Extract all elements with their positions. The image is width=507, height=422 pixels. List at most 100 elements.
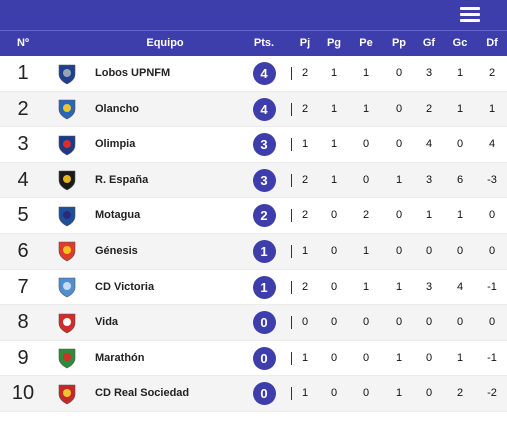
played-cell: 2 bbox=[301, 173, 309, 186]
position-number: 10 bbox=[11, 382, 35, 405]
points-badge: 0 bbox=[252, 346, 276, 370]
goals-for-cell: 0 bbox=[425, 244, 433, 257]
points-badge: 0 bbox=[252, 311, 276, 335]
goals-against-cell: 0 bbox=[456, 316, 464, 329]
team-name[interactable]: Olancho bbox=[95, 102, 140, 115]
goals-against-cell: 6 bbox=[456, 173, 464, 186]
played-divider bbox=[291, 244, 319, 258]
played-divider bbox=[291, 173, 319, 187]
goals-against-cell: 1 bbox=[456, 67, 464, 79]
team-logo-icon bbox=[52, 305, 82, 340]
position-number: 2 bbox=[17, 97, 29, 120]
team-logo-icon bbox=[52, 56, 82, 91]
points-cell: 4 bbox=[247, 56, 281, 91]
lost-cell: 0 bbox=[395, 316, 403, 329]
team-logo-icon bbox=[52, 163, 82, 198]
drawn-cell: 0 bbox=[362, 138, 370, 151]
points-cell: 1 bbox=[247, 234, 281, 269]
goals-against-cell: 0 bbox=[456, 244, 464, 257]
played-cell: 2 bbox=[301, 67, 309, 79]
team-name[interactable]: CD Real Sociedad bbox=[95, 387, 190, 400]
points-cell: 3 bbox=[247, 163, 281, 198]
goal-difference-cell: -3 bbox=[487, 173, 497, 186]
table-row[interactable]: 9 Marathón 0 1 0 0 1 0 1 -1 bbox=[0, 340, 507, 377]
points-badge: 1 bbox=[252, 239, 276, 263]
won-cell: 0 bbox=[330, 280, 338, 293]
table-row[interactable]: 5 Motagua 2 2 0 2 0 1 1 0 bbox=[0, 198, 507, 234]
played-divider bbox=[291, 209, 319, 223]
header-played: Pj bbox=[299, 37, 311, 49]
table-row[interactable]: 3 Olimpia 3 1 1 0 0 4 0 4 bbox=[0, 127, 507, 163]
goals-for-cell: 0 bbox=[425, 351, 433, 364]
position-number: 8 bbox=[17, 311, 29, 334]
table-row[interactable]: 10 CD Real Sociedad 0 1 0 0 1 0 2 -2 bbox=[0, 376, 507, 412]
points-badge: 1 bbox=[252, 275, 276, 299]
table-row[interactable]: 7 CD Victoria 1 2 0 1 1 3 4 -1 bbox=[0, 269, 507, 306]
won-cell: 1 bbox=[330, 67, 338, 79]
menu-icon[interactable] bbox=[460, 7, 480, 22]
header-goals-against: Gc bbox=[452, 37, 468, 49]
goals-against-cell: 2 bbox=[456, 387, 464, 400]
goal-difference-cell: 0 bbox=[488, 209, 496, 222]
played-divider bbox=[291, 351, 319, 365]
team-logo-icon bbox=[52, 341, 82, 376]
team-name[interactable]: Marathón bbox=[95, 351, 145, 364]
played-divider bbox=[291, 316, 319, 330]
goals-for-cell: 3 bbox=[425, 67, 433, 79]
goals-for-cell: 4 bbox=[425, 138, 433, 151]
lost-cell: 1 bbox=[395, 173, 403, 186]
header-points: Pts. bbox=[253, 37, 275, 49]
table-row[interactable]: 4 R. España 3 2 1 0 1 3 6 -3 bbox=[0, 162, 507, 199]
team-name[interactable]: Olimpia bbox=[95, 138, 136, 151]
drawn-cell: 1 bbox=[362, 67, 370, 79]
lost-cell: 0 bbox=[395, 244, 403, 257]
position-number: 1 bbox=[17, 62, 29, 84]
header-drawn: Pe bbox=[359, 37, 373, 49]
header-position: Nº bbox=[17, 37, 29, 49]
top-bar bbox=[0, 0, 507, 30]
played-divider bbox=[291, 67, 319, 80]
goal-difference-cell: -1 bbox=[487, 351, 497, 364]
table-row[interactable]: 2 Olancho 4 2 1 1 0 2 1 1 bbox=[0, 91, 507, 128]
position-number: 6 bbox=[17, 239, 29, 262]
drawn-cell: 1 bbox=[362, 280, 370, 293]
header-goals-for: Gf bbox=[422, 37, 436, 49]
team-logo-icon bbox=[52, 376, 82, 411]
points-cell: 0 bbox=[247, 305, 281, 340]
played-cell: 1 bbox=[301, 138, 309, 151]
team-name[interactable]: CD Victoria bbox=[95, 280, 155, 293]
goals-against-cell: 1 bbox=[456, 209, 464, 222]
won-cell: 0 bbox=[330, 316, 338, 329]
drawn-cell: 1 bbox=[362, 244, 370, 257]
played-cell: 1 bbox=[301, 244, 309, 257]
points-cell: 0 bbox=[247, 376, 281, 411]
team-name[interactable]: R. España bbox=[95, 173, 149, 186]
table-row[interactable]: 6 Génesis 1 1 0 1 0 0 0 0 bbox=[0, 233, 507, 270]
points-cell: 1 bbox=[247, 270, 281, 305]
team-logo-icon bbox=[52, 127, 82, 162]
table-row[interactable]: 8 Vida 0 0 0 0 0 0 0 0 bbox=[0, 305, 507, 341]
won-cell: 0 bbox=[330, 387, 338, 400]
lost-cell: 0 bbox=[395, 67, 403, 79]
points-badge: 2 bbox=[252, 204, 276, 228]
goals-for-cell: 1 bbox=[425, 209, 433, 222]
goal-difference-cell: 4 bbox=[488, 138, 496, 151]
points-cell: 2 bbox=[247, 198, 281, 233]
goals-for-cell: 3 bbox=[425, 280, 433, 293]
team-name[interactable]: Motagua bbox=[95, 209, 141, 222]
lost-cell: 1 bbox=[395, 387, 403, 400]
team-name[interactable]: Vida bbox=[95, 316, 119, 329]
played-divider bbox=[291, 138, 319, 152]
team-name[interactable]: Lobos UPNFM bbox=[95, 67, 171, 79]
played-cell: 2 bbox=[301, 102, 309, 115]
goals-against-cell: 0 bbox=[456, 138, 464, 151]
won-cell: 1 bbox=[330, 138, 338, 151]
goal-difference-cell: -1 bbox=[487, 280, 497, 293]
position-number: 3 bbox=[17, 133, 29, 156]
lost-cell: 0 bbox=[395, 102, 403, 115]
table-row[interactable]: 1 Lobos UPNFM 4 2 1 1 0 3 1 2 bbox=[0, 56, 507, 92]
played-divider bbox=[291, 387, 319, 401]
won-cell: 0 bbox=[330, 244, 338, 257]
played-cell: 2 bbox=[301, 280, 309, 293]
team-name[interactable]: Génesis bbox=[95, 244, 138, 257]
